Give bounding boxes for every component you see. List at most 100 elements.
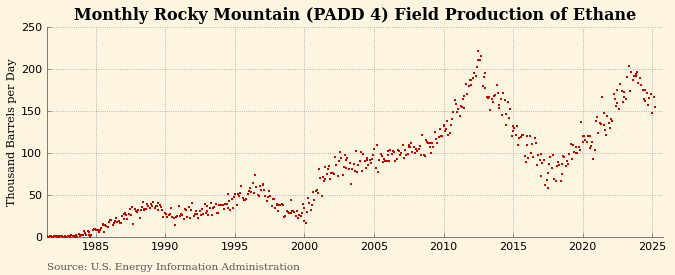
Point xyxy=(254,184,265,188)
Point xyxy=(629,73,640,78)
Point xyxy=(639,97,649,102)
Point xyxy=(146,204,157,208)
Point xyxy=(155,202,165,207)
Point xyxy=(473,57,484,62)
Point xyxy=(454,114,465,119)
Point xyxy=(133,208,144,212)
Point xyxy=(458,97,468,101)
Point xyxy=(632,70,643,75)
Point xyxy=(101,224,112,229)
Point xyxy=(367,157,377,162)
Point xyxy=(235,191,246,195)
Point xyxy=(188,214,199,218)
Point xyxy=(267,197,278,201)
Point xyxy=(190,212,200,216)
Point xyxy=(90,227,101,232)
Point xyxy=(595,122,606,126)
Point xyxy=(598,111,609,115)
Point xyxy=(608,92,619,96)
Point xyxy=(330,155,341,159)
Point xyxy=(595,121,605,126)
Point xyxy=(303,196,314,200)
Point xyxy=(501,112,512,117)
Point xyxy=(560,164,571,168)
Point xyxy=(581,140,592,144)
Point xyxy=(298,202,308,206)
Point xyxy=(192,211,202,216)
Point xyxy=(309,198,320,202)
Point xyxy=(337,173,348,177)
Point xyxy=(484,95,495,100)
Point xyxy=(238,196,248,200)
Point xyxy=(331,163,342,167)
Point xyxy=(531,141,541,145)
Point xyxy=(290,214,301,218)
Point xyxy=(401,152,412,157)
Point xyxy=(513,143,524,147)
Point xyxy=(168,216,179,220)
Point xyxy=(383,149,394,153)
Point xyxy=(381,159,392,163)
Point xyxy=(74,233,85,238)
Point xyxy=(411,146,422,151)
Point xyxy=(356,150,367,154)
Point xyxy=(76,233,86,237)
Point xyxy=(562,159,572,163)
Point xyxy=(236,184,247,188)
Point xyxy=(520,160,531,164)
Point xyxy=(105,218,115,222)
Point xyxy=(395,152,406,157)
Point xyxy=(121,213,132,218)
Point xyxy=(543,171,554,176)
Point xyxy=(294,213,305,217)
Point xyxy=(232,191,243,196)
Point xyxy=(277,203,288,208)
Point xyxy=(404,145,415,149)
Point xyxy=(106,218,117,222)
Point xyxy=(45,234,56,238)
Point xyxy=(107,223,118,228)
Point xyxy=(450,98,460,102)
Point xyxy=(543,186,554,191)
Point xyxy=(126,212,136,217)
Point xyxy=(619,95,630,99)
Point xyxy=(321,172,332,176)
Point xyxy=(472,64,483,69)
Point xyxy=(127,205,138,209)
Point xyxy=(383,152,394,157)
Point xyxy=(593,131,604,135)
Point xyxy=(408,145,419,149)
Point xyxy=(384,159,395,164)
Point xyxy=(214,202,225,207)
Point xyxy=(605,126,616,130)
Point xyxy=(612,88,623,93)
Point xyxy=(396,151,407,156)
Point xyxy=(70,234,80,239)
Point xyxy=(151,204,161,208)
Point xyxy=(611,104,622,108)
Point xyxy=(293,215,304,220)
Point xyxy=(248,191,259,195)
Point xyxy=(275,203,286,208)
Point xyxy=(241,197,252,201)
Point xyxy=(139,207,150,212)
Point xyxy=(196,213,207,218)
Point xyxy=(535,157,545,162)
Point xyxy=(335,150,346,154)
Point xyxy=(585,145,595,150)
Point xyxy=(512,124,522,128)
Point xyxy=(495,97,506,101)
Point xyxy=(56,234,67,238)
Point xyxy=(181,208,192,212)
Point xyxy=(109,218,120,223)
Point xyxy=(177,213,188,217)
Point xyxy=(323,164,334,168)
Point xyxy=(163,213,174,218)
Point xyxy=(311,188,322,192)
Point xyxy=(304,201,315,206)
Point xyxy=(480,86,491,90)
Point xyxy=(585,144,596,148)
Point xyxy=(392,148,403,152)
Point xyxy=(453,107,464,111)
Point xyxy=(285,211,296,216)
